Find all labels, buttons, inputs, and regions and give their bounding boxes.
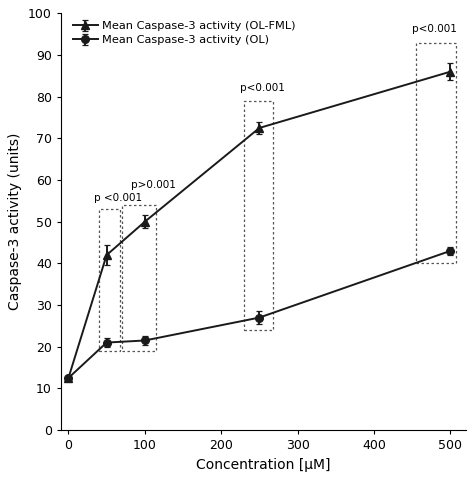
Bar — [244, 101, 273, 330]
Text: p<0.001: p<0.001 — [412, 24, 457, 34]
Legend: Mean Caspase-3 activity (OL-FML), Mean Caspase-3 activity (OL): Mean Caspase-3 activity (OL-FML), Mean C… — [71, 19, 298, 48]
Y-axis label: Caspase-3 activity (units): Caspase-3 activity (units) — [9, 133, 22, 311]
Text: p>0.001: p>0.001 — [131, 180, 176, 191]
Text: p <0.001: p <0.001 — [94, 193, 143, 203]
Bar — [416, 43, 456, 264]
X-axis label: Concentration [μM]: Concentration [μM] — [196, 457, 330, 472]
Text: p<0.001: p<0.001 — [240, 83, 285, 93]
Bar — [99, 209, 120, 351]
Bar — [122, 205, 156, 351]
